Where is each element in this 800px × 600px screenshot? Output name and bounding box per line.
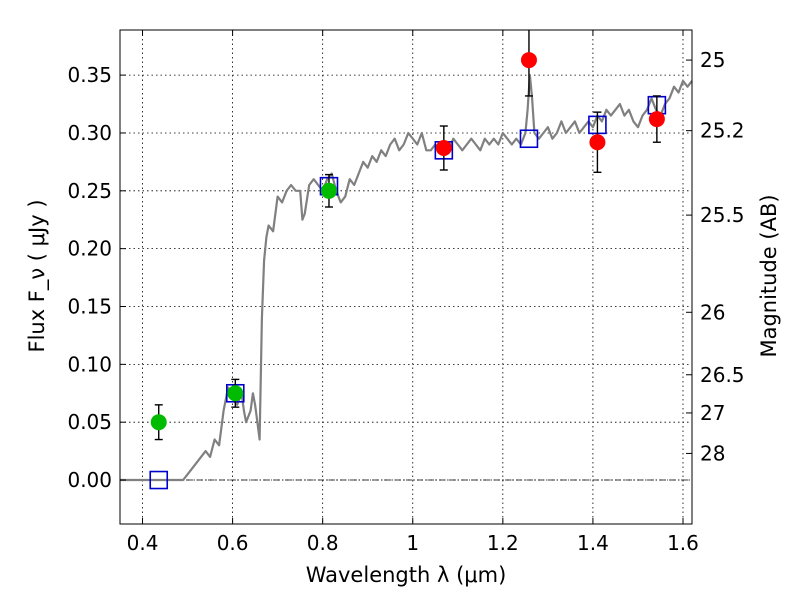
observed-photometry-points bbox=[150, 30, 665, 441]
y-tick-label: 0.20 bbox=[67, 237, 112, 261]
y-axis-title: Flux F_ν ( μJy ) bbox=[25, 199, 50, 352]
right-tick-label: 27 bbox=[700, 401, 725, 425]
right-tick-label: 26.5 bbox=[700, 363, 745, 387]
observed-photometry-point bbox=[589, 134, 606, 151]
right-tick-label: 28 bbox=[700, 441, 725, 465]
x-tick-label: 0.4 bbox=[127, 531, 159, 555]
grid bbox=[120, 30, 692, 524]
y-tick-label: 0.30 bbox=[67, 121, 112, 145]
x-tick-label: 1.2 bbox=[487, 531, 519, 555]
right-tick-label: 25.2 bbox=[700, 119, 745, 143]
x-tick-label: 0.8 bbox=[307, 531, 339, 555]
y-tick-label: 0.25 bbox=[67, 179, 112, 203]
y-tick-label: 0.10 bbox=[67, 352, 112, 376]
right-axis-title: Magnitude (AB) bbox=[757, 194, 781, 357]
right-tick-label: 25.5 bbox=[700, 203, 745, 227]
observed-photometry-point bbox=[150, 414, 167, 431]
x-tick-label: 1.6 bbox=[667, 531, 699, 555]
right-tick-label: 26 bbox=[700, 300, 725, 324]
model-photometry-square bbox=[149, 470, 169, 490]
observed-photometry-point bbox=[435, 140, 452, 157]
observed-photometry-point bbox=[227, 385, 244, 402]
plot-frame bbox=[119, 29, 693, 525]
x-tick-label: 0.6 bbox=[217, 531, 249, 555]
model-photometry-square bbox=[519, 129, 539, 149]
x-axis-title: Wavelength λ (μm) bbox=[306, 563, 507, 587]
right-tick-label: 25 bbox=[700, 48, 725, 72]
y-tick-label: 0.00 bbox=[67, 468, 112, 492]
observed-photometry-point bbox=[648, 111, 665, 128]
model-spectrum-line bbox=[120, 73, 693, 482]
observed-photometry-point bbox=[520, 52, 537, 69]
x-tick-label: 1 bbox=[406, 531, 419, 555]
model-spectrum bbox=[120, 73, 693, 482]
axis-ticks: 0.4 0.6 0.8 1 1.2 1.4 1.6 0.00 0.05 0.10 0.15 0.20 0… bbox=[67, 30, 745, 555]
y-tick-label: 0.35 bbox=[67, 63, 112, 87]
y-tick-label: 0.05 bbox=[67, 410, 112, 434]
observed-photometry-point bbox=[320, 182, 337, 199]
x-tick-label: 1.4 bbox=[577, 531, 609, 555]
y-tick-label: 0.15 bbox=[67, 295, 112, 319]
